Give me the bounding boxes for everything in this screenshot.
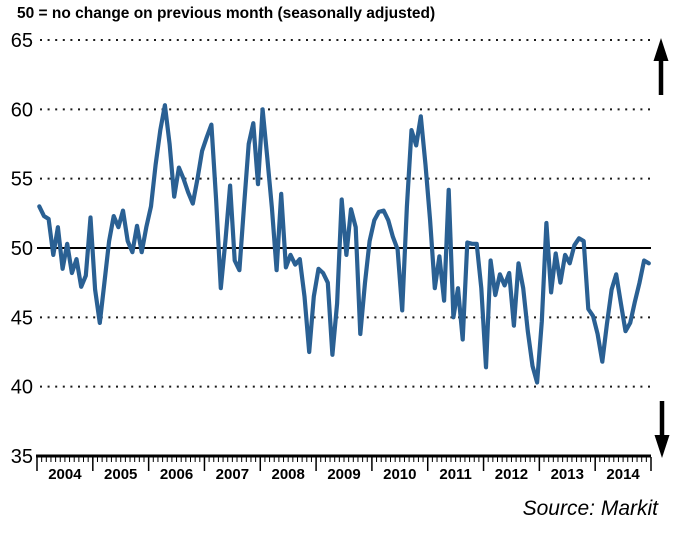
year-label-2011: 2011 (439, 466, 472, 483)
year-label-2006: 2006 (160, 466, 193, 483)
y-tick-label-50: 50 (11, 238, 33, 260)
year-label-2014: 2014 (606, 466, 640, 483)
year-label-2009: 2009 (327, 466, 360, 483)
chart-title: 50 = no change on previous month (season… (17, 5, 436, 22)
year-label-2013: 2013 (551, 466, 584, 483)
down-arrow-icon (654, 435, 670, 458)
year-label-2008: 2008 (271, 466, 304, 483)
y-tick-label-40: 40 (11, 377, 33, 399)
up-arrow-icon (653, 38, 669, 61)
y-tick-label-55: 55 (11, 169, 33, 191)
y-tick-label-60: 60 (11, 99, 33, 121)
year-label-2004: 2004 (48, 466, 82, 483)
y-tick-label-65: 65 (11, 30, 33, 52)
data-line (37, 103, 651, 385)
year-label-2012: 2012 (495, 466, 528, 483)
y-tick-label-35: 35 (11, 446, 33, 468)
year-label-2007: 2007 (216, 466, 249, 483)
year-label-2005: 2005 (104, 466, 137, 483)
y-tick-label-45: 45 (11, 307, 33, 329)
year-label-2010: 2010 (383, 466, 416, 483)
source-note: Source: Markit (522, 497, 658, 520)
